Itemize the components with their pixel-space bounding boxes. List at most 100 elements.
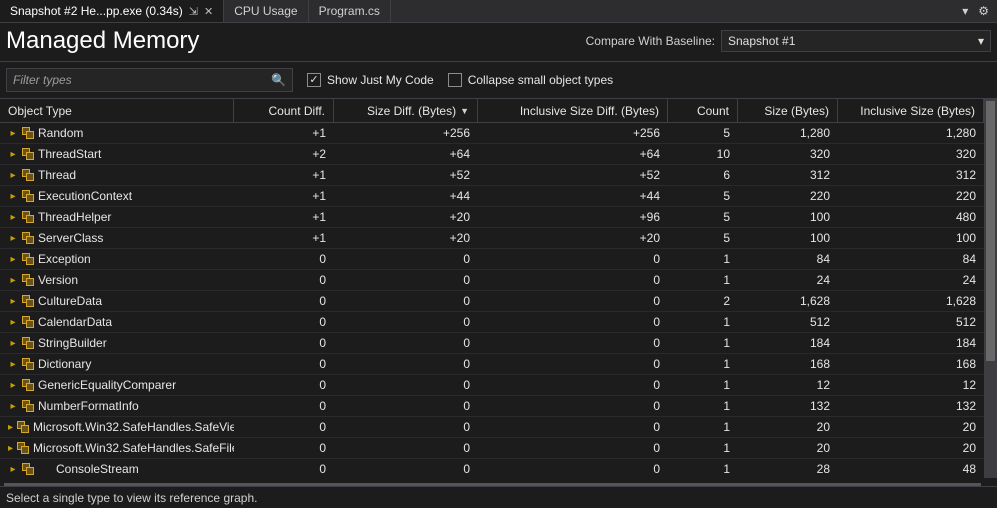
table-row[interactable]: ▸Thread+1+52+526312312 — [0, 165, 984, 186]
inclusive-size-diff-cell: +52 — [478, 168, 668, 182]
compare-label: Compare With Baseline: — [586, 34, 715, 48]
type-name: Thread — [38, 168, 76, 182]
expander-icon[interactable]: ▸ — [8, 359, 18, 370]
class-icon — [22, 232, 34, 244]
inclusive-size-cell: 168 — [838, 357, 984, 371]
compare-baseline-select[interactable]: Snapshot #1 ▾ — [721, 30, 991, 52]
table-row[interactable]: ▸StringBuilder0001184184 — [0, 333, 984, 354]
table-row[interactable]: ▸ServerClass+1+20+205100100 — [0, 228, 984, 249]
collapse-small-checkbox[interactable]: Collapse small object types — [448, 73, 613, 87]
inclusive-size-cell: 1,628 — [838, 294, 984, 308]
show-my-code-checkbox[interactable]: Show Just My Code — [307, 73, 434, 87]
title-bar: Managed Memory Compare With Baseline: Sn… — [0, 23, 997, 62]
size-diff-cell: 0 — [334, 441, 478, 455]
inclusive-size-cell: 1,280 — [838, 126, 984, 140]
checkbox-icon — [307, 73, 321, 87]
expander-icon[interactable]: ▸ — [8, 254, 18, 265]
count-cell: 1 — [668, 399, 738, 413]
inclusive-size-diff-cell: 0 — [478, 420, 668, 434]
table-row[interactable]: ▸GenericEqualityComparer00011212 — [0, 375, 984, 396]
expander-icon[interactable]: ▸ — [8, 212, 18, 223]
size-cell: 184 — [738, 336, 838, 350]
table-row[interactable]: ▸Random+1+256+25651,2801,280 — [0, 123, 984, 144]
dropdown-icon[interactable]: ▾ — [962, 4, 968, 18]
expander-icon[interactable]: ▸ — [8, 275, 18, 286]
expander-icon[interactable]: ▸ — [8, 317, 18, 328]
type-name: Microsoft.Win32.SafeHandles.SafeFileHand… — [33, 441, 234, 455]
count-cell: 2 — [668, 294, 738, 308]
table-row[interactable]: ▸CultureData00021,6281,628 — [0, 291, 984, 312]
size-diff-cell: 0 — [334, 378, 478, 392]
type-cell: ▸ThreadHelper — [0, 210, 234, 224]
table-row[interactable]: ▸ExecutionContext+1+44+445220220 — [0, 186, 984, 207]
count-cell: 1 — [668, 252, 738, 266]
table-row[interactable]: ▸Dictionary0001168168 — [0, 354, 984, 375]
type-cell: ▸GenericEqualityComparer — [0, 378, 234, 392]
col-count[interactable]: Count — [668, 99, 738, 122]
col-size-diff[interactable]: Size Diff. (Bytes) — [334, 99, 478, 122]
inclusive-size-cell: 320 — [838, 147, 984, 161]
expander-icon[interactable]: ▸ — [8, 233, 18, 244]
count-cell: 6 — [668, 168, 738, 182]
size-cell: 12 — [738, 378, 838, 392]
type-cell: ▸ExecutionContext — [0, 189, 234, 203]
type-name: Microsoft.Win32.SafeHandles.SafeViewOfFi… — [33, 420, 234, 434]
col-object-type[interactable]: Object Type — [0, 99, 234, 122]
table-row[interactable]: ▸NumberFormatInfo0001132132 — [0, 396, 984, 417]
expander-icon[interactable]: ▸ — [8, 149, 18, 160]
col-size[interactable]: Size (Bytes) — [738, 99, 838, 122]
inclusive-size-cell: 312 — [838, 168, 984, 182]
size-cell: 1,280 — [738, 126, 838, 140]
table-row[interactable]: ▸Version00012424 — [0, 270, 984, 291]
table-row[interactable]: ▸ThreadStart+2+64+6410320320 — [0, 144, 984, 165]
expander-icon[interactable]: ▸ — [8, 401, 18, 412]
count-cell: 1 — [668, 357, 738, 371]
inclusive-size-diff-cell: +20 — [478, 231, 668, 245]
tab-cpu-usage[interactable]: CPU Usage — [224, 0, 308, 22]
expander-icon[interactable]: ▸ — [8, 464, 18, 475]
type-cell: ▸ Microsoft.Win32.SafeHandles.SafeViewOfF… — [0, 420, 234, 434]
search-icon[interactable]: 🔍 — [271, 73, 286, 87]
scrollbar-thumb[interactable] — [986, 101, 995, 361]
count-diff-cell: 0 — [234, 462, 334, 476]
expander-icon[interactable]: ▸ — [8, 191, 18, 202]
count-diff-cell: 0 — [234, 294, 334, 308]
expander-icon[interactable]: ▸ — [8, 338, 18, 349]
col-count-diff[interactable]: Count Diff. — [234, 99, 334, 122]
tab-snapshot[interactable]: Snapshot #2 He...pp.exe (0.34s) ⇲ ✕ — [0, 0, 224, 22]
expander-icon[interactable]: ▸ — [8, 443, 13, 454]
close-icon[interactable]: ✕ — [204, 5, 213, 18]
size-cell: 24 — [738, 273, 838, 287]
table-row[interactable]: ▸Exception00018484 — [0, 249, 984, 270]
class-icon — [22, 295, 34, 307]
type-name: ThreadStart — [38, 147, 101, 161]
type-cell: ▸NumberFormatInfo — [0, 399, 234, 413]
gear-icon[interactable]: ⚙ — [978, 4, 989, 18]
pin-icon[interactable]: ⇲ — [189, 5, 198, 18]
table-row[interactable]: ▸ConsoleStream00012848 — [0, 459, 984, 478]
type-cell: ▸ServerClass — [0, 231, 234, 245]
col-inclusive-size[interactable]: Inclusive Size (Bytes) — [838, 99, 984, 122]
inclusive-size-cell: 480 — [838, 210, 984, 224]
size-cell: 220 — [738, 189, 838, 203]
status-bar: Select a single type to view its referen… — [0, 486, 997, 508]
expander-icon[interactable]: ▸ — [8, 296, 18, 307]
filter-types-input[interactable]: Filter types 🔍 — [6, 68, 293, 92]
vertical-scrollbar[interactable] — [984, 99, 997, 478]
expander-icon[interactable]: ▸ — [8, 170, 18, 181]
type-cell: ▸ Version — [0, 273, 234, 287]
table-row[interactable]: ▸ Microsoft.Win32.SafeHandles.SafeFileHan… — [0, 438, 984, 459]
type-name: Version — [38, 273, 78, 287]
expander-icon[interactable]: ▸ — [8, 128, 18, 139]
expander-icon[interactable]: ▸ — [8, 422, 13, 433]
expander-icon[interactable]: ▸ — [8, 380, 18, 391]
table-row[interactable]: ▸ Microsoft.Win32.SafeHandles.SafeViewOfF… — [0, 417, 984, 438]
table-row[interactable]: ▸ThreadHelper+1+20+965100480 — [0, 207, 984, 228]
filter-placeholder: Filter types — [13, 73, 72, 87]
inclusive-size-diff-cell: 0 — [478, 252, 668, 266]
table-row[interactable]: ▸CalendarData0001512512 — [0, 312, 984, 333]
tab-program-cs[interactable]: Program.cs — [309, 0, 391, 22]
size-cell: 168 — [738, 357, 838, 371]
count-diff-cell: 0 — [234, 315, 334, 329]
col-inclusive-size-diff[interactable]: Inclusive Size Diff. (Bytes) — [478, 99, 668, 122]
